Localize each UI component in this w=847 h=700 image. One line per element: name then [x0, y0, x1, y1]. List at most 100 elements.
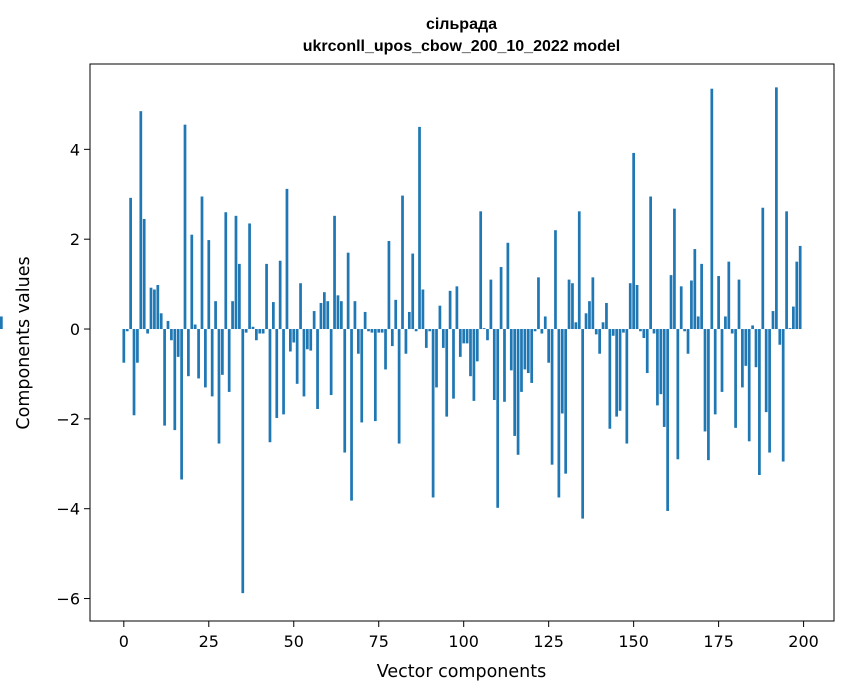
bar: [197, 329, 200, 379]
x-tick-label: 25: [199, 632, 219, 651]
bar: [482, 328, 486, 330]
bar: [305, 329, 309, 350]
x-tick-label: 150: [618, 632, 649, 651]
bar: [496, 329, 500, 508]
bar: [758, 329, 761, 476]
bar: [656, 329, 659, 406]
bar: [543, 316, 547, 330]
bar: [520, 329, 523, 392]
x-tick-label: 75: [369, 632, 389, 651]
bar: [642, 329, 646, 338]
bar: [462, 329, 466, 344]
bar: [615, 329, 619, 417]
bar: [173, 329, 177, 431]
bar: [146, 329, 149, 334]
bar: [537, 277, 540, 330]
bar: [635, 285, 639, 330]
bar: [669, 275, 673, 330]
bar: [238, 263, 241, 330]
bar: [683, 329, 686, 332]
bar: [156, 285, 160, 330]
bar: [795, 261, 799, 330]
bar: [679, 286, 683, 330]
bar: [754, 329, 758, 368]
bar: [153, 289, 156, 330]
bar: [292, 329, 296, 343]
bar: [272, 302, 275, 330]
y-tick-label: 4: [70, 140, 80, 159]
bar: [455, 286, 459, 330]
bar: [781, 329, 785, 462]
bar: [0, 316, 3, 330]
y-axis-ticks: −6 −4 −2 0 2 4: [56, 140, 90, 609]
bar: [125, 329, 129, 332]
bar: [571, 283, 574, 330]
bar: [798, 245, 802, 330]
chart-subtitle: ukrconll_upos_cbow_200_10_2022 model: [303, 38, 620, 55]
bar: [509, 329, 513, 371]
bar: [523, 329, 527, 370]
bar: [741, 329, 744, 388]
bar-series: [0, 87, 802, 594]
bar: [251, 326, 255, 330]
bar: [639, 329, 642, 332]
x-tick-label: 175: [703, 632, 734, 651]
bar: [428, 329, 432, 332]
bar: [170, 329, 173, 341]
bar: [673, 208, 676, 330]
bar: [316, 329, 319, 409]
bar: [373, 329, 377, 422]
bar: [472, 329, 476, 401]
bar: [343, 329, 347, 453]
bar: [139, 111, 143, 330]
bar: [700, 263, 703, 330]
bar: [261, 329, 265, 334]
bar: [142, 218, 146, 330]
bar: [312, 311, 316, 330]
bar: [275, 329, 279, 418]
bar: [122, 329, 126, 363]
bar: [227, 329, 231, 392]
bar: [540, 329, 544, 334]
bar: [384, 329, 387, 370]
bar: [530, 329, 534, 383]
bar: [499, 267, 503, 330]
bar: [224, 212, 228, 330]
bar: [390, 329, 394, 347]
bar: [295, 329, 299, 384]
y-tick-label: −4: [56, 500, 80, 519]
bar: [231, 301, 234, 330]
bar: [448, 290, 452, 330]
bar: [336, 295, 340, 330]
bar: [210, 329, 214, 397]
plot-area-frame: [89, 63, 835, 622]
x-tick-label: 50: [284, 632, 304, 651]
bar: [282, 329, 285, 415]
bar: [747, 329, 751, 442]
bar: [591, 277, 595, 330]
bar: [727, 261, 731, 330]
bar: [265, 263, 268, 330]
bar: [788, 328, 792, 330]
bar: [244, 329, 248, 333]
bar: [268, 329, 272, 443]
bar: [289, 329, 292, 352]
bar: [479, 211, 483, 330]
bar: [744, 329, 748, 366]
bar: [221, 329, 224, 375]
bar: [353, 301, 357, 330]
bar: [489, 279, 493, 330]
bar: [550, 329, 554, 465]
bar: [588, 301, 591, 330]
y-tick-label: 0: [70, 320, 80, 339]
bar: [557, 329, 561, 498]
bar: [605, 302, 608, 330]
bar: [414, 329, 418, 332]
y-tick-label: 2: [70, 230, 80, 249]
bar: [387, 240, 391, 330]
x-axis-label: Vector components: [377, 662, 546, 682]
bar: [707, 329, 710, 461]
bar: [652, 329, 656, 334]
bar: [356, 329, 360, 354]
bar: [438, 305, 442, 330]
